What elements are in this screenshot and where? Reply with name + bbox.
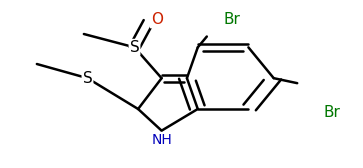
Text: S: S	[130, 40, 139, 55]
Text: S: S	[83, 71, 92, 86]
Text: O: O	[151, 12, 163, 27]
Text: Br: Br	[323, 105, 340, 120]
Text: Br: Br	[224, 12, 241, 27]
Text: NH: NH	[151, 133, 172, 147]
